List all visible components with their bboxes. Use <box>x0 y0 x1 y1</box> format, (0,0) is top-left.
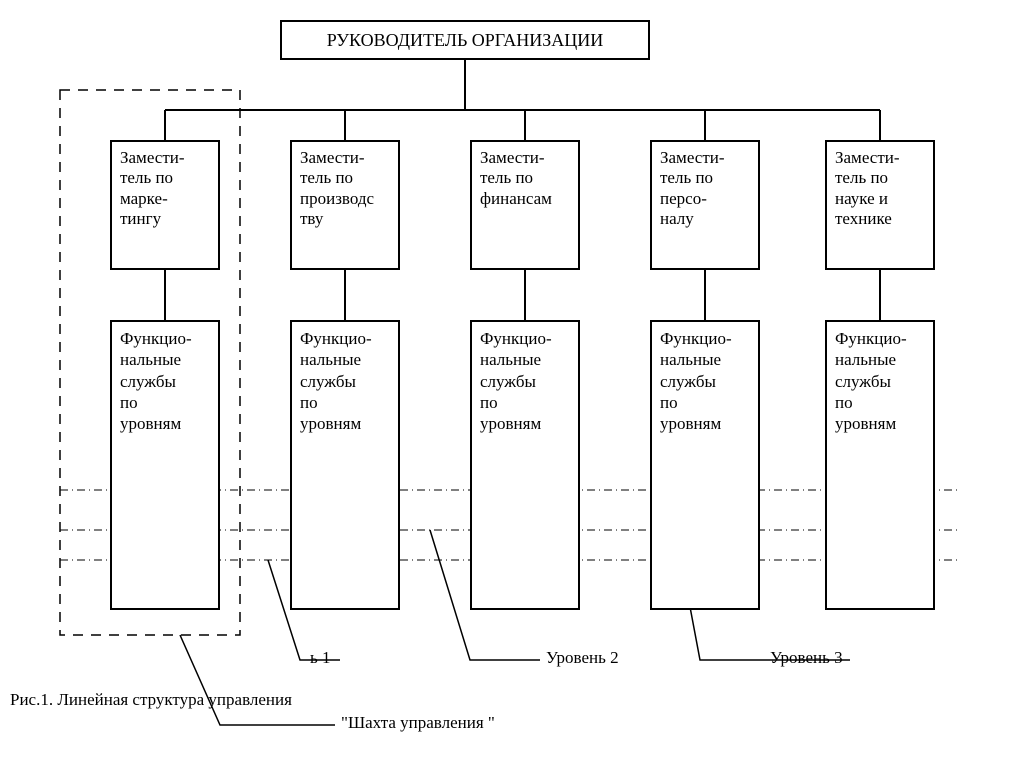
org-chart-stage: РУКОВОДИТЕЛЬ ОРГАНИЗАЦИИ ь 1 Уровень 2 У… <box>0 0 1024 767</box>
deputy-node: Замести- тель по марке- тингу <box>110 140 220 270</box>
services-node: Функцио- нальные службы по уровням <box>290 320 400 610</box>
level3-label: Уровень 3 <box>770 648 843 668</box>
services-node: Функцио- нальные службы по уровням <box>470 320 580 610</box>
deputy-node: Замести- тель по персо- налу <box>650 140 760 270</box>
deputy-node: Замести- тель по производс тву <box>290 140 400 270</box>
level2-label: Уровень 2 <box>546 648 619 668</box>
services-node: Функцио- нальные службы по уровням <box>110 320 220 610</box>
services-node: Функцио- нальные службы по уровням <box>650 320 760 610</box>
deputy-node: Замести- тель по финансам <box>470 140 580 270</box>
root-node: РУКОВОДИТЕЛЬ ОРГАНИЗАЦИИ <box>280 20 650 60</box>
deputy-node: Замести- тель по науке и технике <box>825 140 935 270</box>
services-node: Функцио- нальные службы по уровням <box>825 320 935 610</box>
shaft-label: "Шахта управления " <box>341 713 495 733</box>
root-label: РУКОВОДИТЕЛЬ ОРГАНИЗАЦИИ <box>327 30 604 50</box>
level1-label: ь 1 <box>310 648 331 668</box>
figure-caption: Рис.1. Линейная структура управления <box>10 690 292 710</box>
